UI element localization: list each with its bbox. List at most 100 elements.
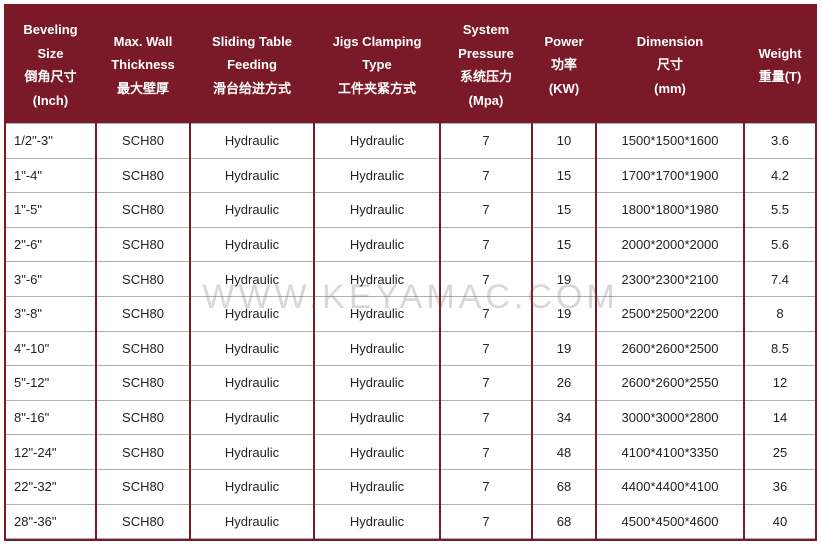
cell-wall: SCH80	[97, 192, 189, 228]
header-line: (Mpa)	[469, 91, 504, 111]
header-line: 尺寸	[657, 55, 683, 75]
cell-feed: Hydraulic	[191, 192, 313, 228]
cell-press: 7	[441, 400, 531, 436]
cell-weight: 5.5	[745, 192, 815, 228]
header-line: 最大壁厚	[117, 79, 169, 99]
cell-weight: 5.6	[745, 227, 815, 263]
cell-wall: SCH80	[97, 504, 189, 540]
cell-clamp: Hydraulic	[315, 227, 439, 263]
cell-press: 7	[441, 158, 531, 194]
cell-bevel: 1"-4"	[6, 158, 95, 194]
header-line: Power	[544, 32, 583, 52]
cell-feed: Hydraulic	[191, 365, 313, 401]
cell-dim: 2000*2000*2000	[597, 227, 743, 263]
cell-bevel: 3"-8"	[6, 296, 95, 332]
cell-press: 7	[441, 434, 531, 470]
header-line: System	[463, 20, 509, 40]
cell-clamp: Hydraulic	[315, 296, 439, 332]
cell-feed: Hydraulic	[191, 504, 313, 540]
header-power: Power功率(KW)	[533, 6, 595, 124]
cell-power: 15	[533, 158, 595, 194]
header-line: 滑台给进方式	[213, 79, 291, 99]
cell-dim: 4100*4100*3350	[597, 434, 743, 470]
cell-wall: SCH80	[97, 123, 189, 159]
cell-dim: 2600*2600*2500	[597, 331, 743, 367]
cell-weight: 3.6	[745, 123, 815, 159]
cell-wall: SCH80	[97, 400, 189, 436]
cell-weight: 7.4	[745, 261, 815, 297]
cell-bevel: 4"-10"	[6, 331, 95, 367]
cell-dim: 3000*3000*2800	[597, 400, 743, 436]
cell-feed: Hydraulic	[191, 227, 313, 263]
cell-power: 34	[533, 400, 595, 436]
cell-clamp: Hydraulic	[315, 400, 439, 436]
header-line: 倒角尺寸	[24, 67, 76, 87]
cell-bevel: 2"-6"	[6, 227, 95, 263]
header-line: Size	[37, 44, 63, 64]
header-weight: Weight 重量(T)	[745, 6, 815, 124]
cell-dim: 1500*1500*1600	[597, 123, 743, 159]
cell-clamp: Hydraulic	[315, 192, 439, 228]
cell-dim: 1800*1800*1980	[597, 192, 743, 228]
cell-bevel: 8"-16"	[6, 400, 95, 436]
spec-table: BevelingSize倒角尺寸(Inch)1/2"-3"1"-4"1"-5"2…	[4, 4, 817, 541]
header-line: Thickness	[111, 55, 175, 75]
header-dim: Dimension尺寸(mm)	[597, 6, 743, 124]
cell-dim: 2300*2300*2100	[597, 261, 743, 297]
cell-weight: 14	[745, 400, 815, 436]
cell-press: 7	[441, 123, 531, 159]
cell-dim: 2600*2600*2550	[597, 365, 743, 401]
cell-feed: Hydraulic	[191, 331, 313, 367]
cell-bevel: 3"-6"	[6, 261, 95, 297]
header-line: 功率	[551, 55, 577, 75]
cell-dim: 2500*2500*2200	[597, 296, 743, 332]
header-line: Sliding Table	[212, 32, 292, 52]
cell-press: 7	[441, 469, 531, 505]
header-line: 工件夹紧方式	[338, 79, 416, 99]
header-clamp: Jigs ClampingType工件夹紧方式	[315, 6, 439, 124]
cell-bevel: 12"-24"	[6, 434, 95, 470]
cell-press: 7	[441, 504, 531, 540]
cell-power: 68	[533, 469, 595, 505]
cell-feed: Hydraulic	[191, 158, 313, 194]
cell-wall: SCH80	[97, 261, 189, 297]
cell-wall: SCH80	[97, 365, 189, 401]
cell-press: 7	[441, 261, 531, 297]
cell-wall: SCH80	[97, 227, 189, 263]
column-feed: Sliding TableFeeding滑台给进方式HydraulicHydra…	[191, 6, 315, 539]
cell-weight: 4.2	[745, 158, 815, 194]
cell-wall: SCH80	[97, 296, 189, 332]
cell-power: 15	[533, 227, 595, 263]
cell-clamp: Hydraulic	[315, 123, 439, 159]
cell-power: 19	[533, 296, 595, 332]
header-bevel: BevelingSize倒角尺寸(Inch)	[6, 6, 95, 124]
header-line: Feeding	[227, 55, 277, 75]
column-wall: Max. WallThickness最大壁厚SCH80SCH80SCH80SCH…	[97, 6, 191, 539]
cell-bevel: 22"-32"	[6, 469, 95, 505]
header-line: 重量(T)	[759, 67, 802, 87]
cell-clamp: Hydraulic	[315, 504, 439, 540]
cell-clamp: Hydraulic	[315, 365, 439, 401]
header-wall: Max. Wall Thickness 最大壁厚	[97, 6, 189, 124]
cell-press: 7	[441, 331, 531, 367]
cell-power: 68	[533, 504, 595, 540]
cell-feed: Hydraulic	[191, 469, 313, 505]
cell-power: 10	[533, 123, 595, 159]
cell-feed: Hydraulic	[191, 434, 313, 470]
cell-press: 7	[441, 365, 531, 401]
column-bevel: BevelingSize倒角尺寸(Inch)1/2"-3"1"-4"1"-5"2…	[6, 6, 97, 539]
column-power: Power功率(KW)101515151919192634486868	[533, 6, 597, 539]
cell-wall: SCH80	[97, 434, 189, 470]
cell-power: 26	[533, 365, 595, 401]
cell-press: 7	[441, 227, 531, 263]
cell-clamp: Hydraulic	[315, 434, 439, 470]
cell-dim: 4500*4500*4600	[597, 504, 743, 540]
column-clamp: Jigs ClampingType工件夹紧方式HydraulicHydrauli…	[315, 6, 441, 539]
header-line: Max. Wall	[114, 32, 173, 52]
cell-feed: Hydraulic	[191, 261, 313, 297]
cell-wall: SCH80	[97, 469, 189, 505]
header-line: Weight	[758, 44, 801, 64]
cell-power: 48	[533, 434, 595, 470]
cell-feed: Hydraulic	[191, 296, 313, 332]
column-dim: Dimension尺寸(mm)1500*1500*16001700*1700*1…	[597, 6, 745, 539]
